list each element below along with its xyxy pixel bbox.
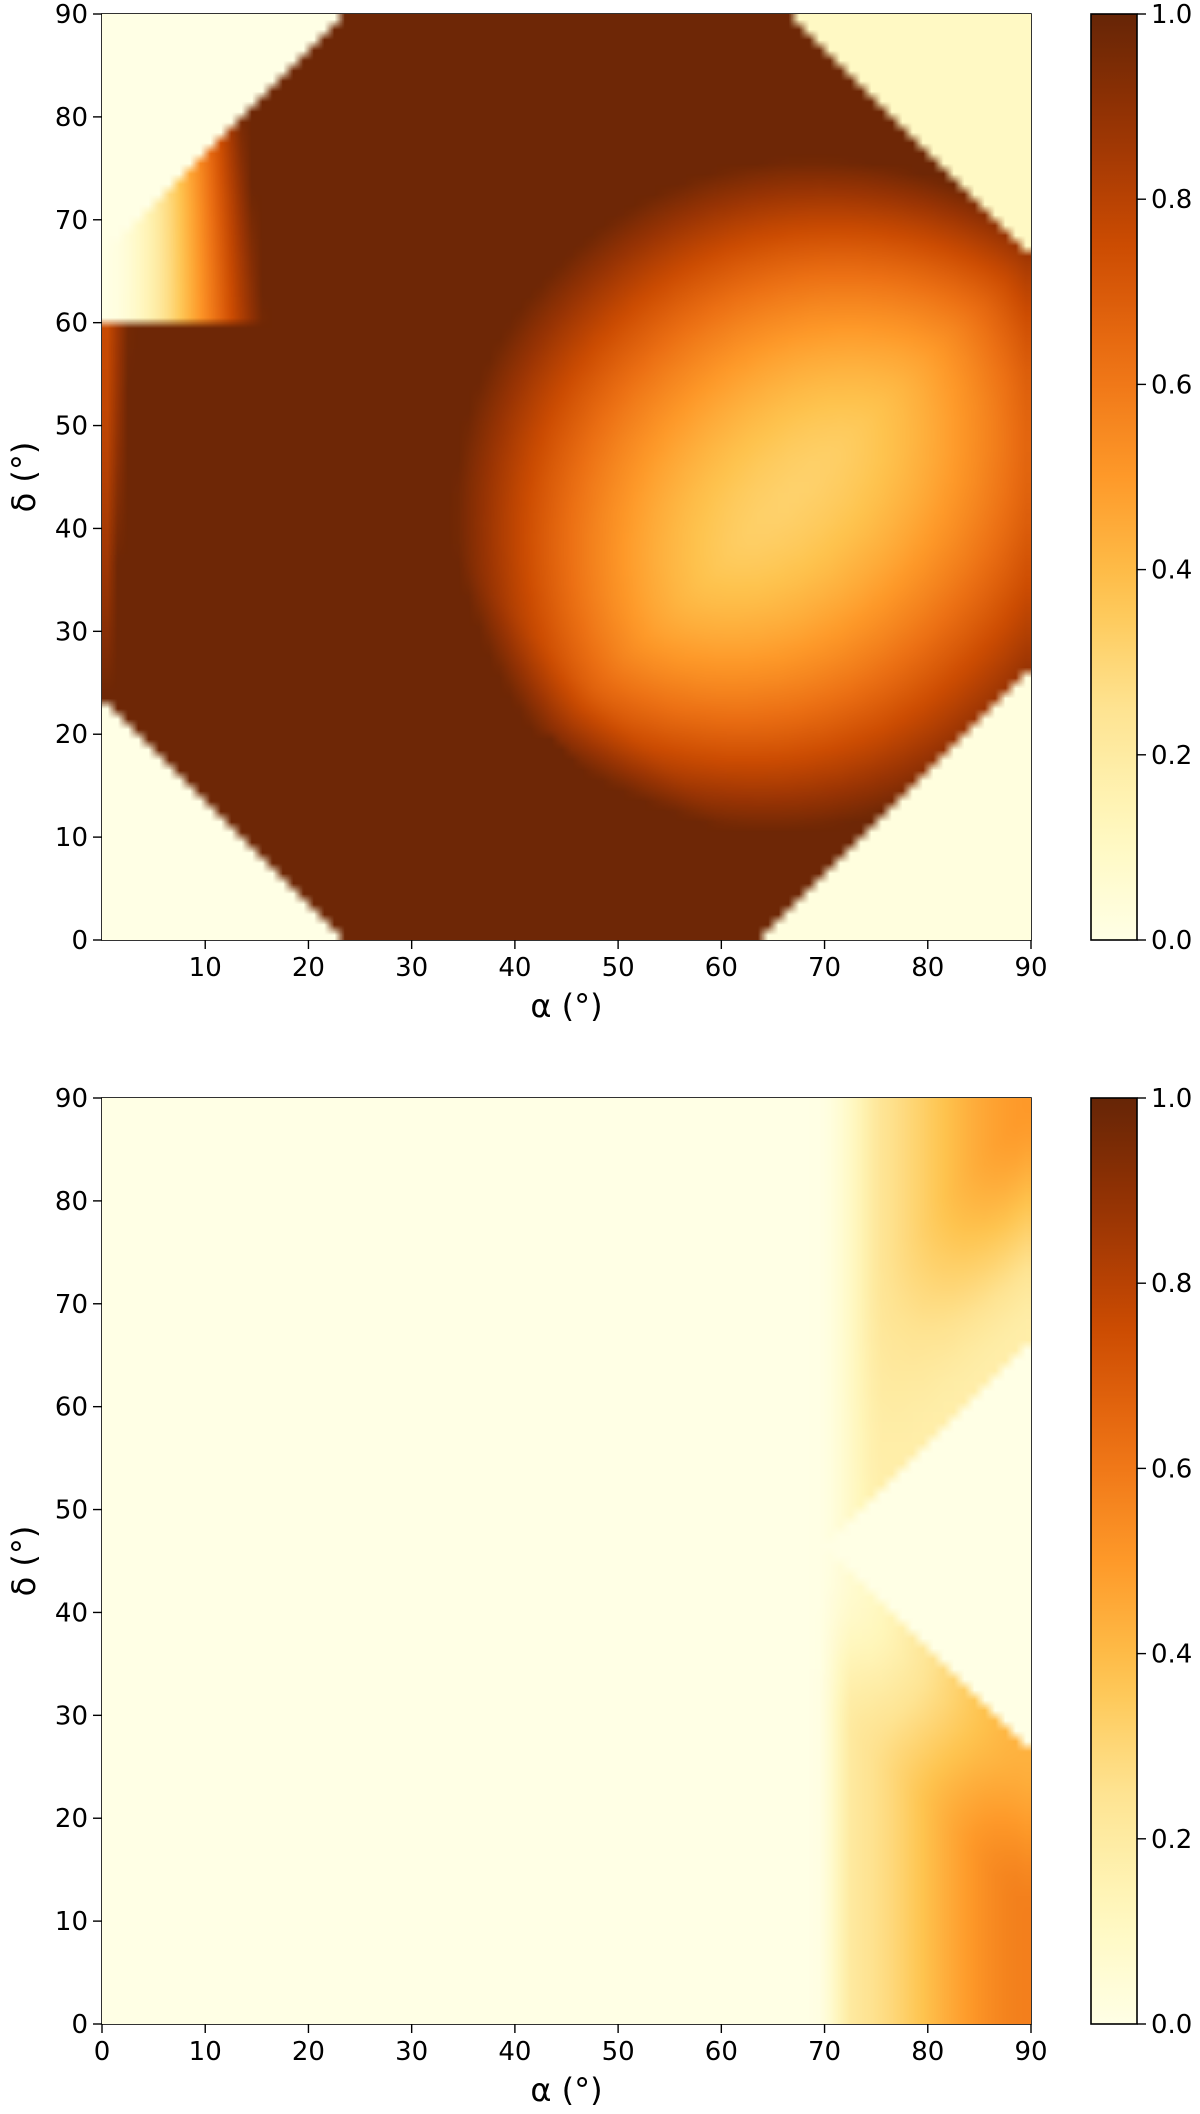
y-tick-label: 70 xyxy=(55,206,88,236)
x-tick-label: 30 xyxy=(395,2037,428,2067)
x-tick-label: 10 xyxy=(189,2037,222,2067)
y-tick-label: 40 xyxy=(55,514,88,544)
y-axis-label: δ (°) xyxy=(5,442,43,513)
x-tick-label: 20 xyxy=(292,2037,325,2067)
y-tick-label: 0 xyxy=(71,926,88,956)
colorbar-tick-label: 0.4 xyxy=(1151,556,1192,586)
y-tick-label: 80 xyxy=(55,1187,88,1217)
y-tick-label: 20 xyxy=(55,1804,88,1834)
x-tick-label: 10 xyxy=(189,953,222,983)
colorbar-tick-label: 1.0 xyxy=(1151,0,1192,30)
y-tick-label: 90 xyxy=(55,1084,88,1114)
x-tick-label: 60 xyxy=(705,2037,738,2067)
colorbar xyxy=(1090,13,1138,941)
x-tick-label: 20 xyxy=(292,953,325,983)
colorbar-tick-label: 0.8 xyxy=(1151,185,1192,215)
x-tick-label: 90 xyxy=(1014,953,1047,983)
colorbar-tick-label: 0.0 xyxy=(1151,926,1192,956)
x-tick-label: 30 xyxy=(395,953,428,983)
x-tick-label: 60 xyxy=(705,953,738,983)
x-tick-label: 0 xyxy=(94,2037,111,2067)
y-tick-label: 30 xyxy=(55,617,88,647)
x-axis-label: α (°) xyxy=(530,987,602,1025)
colorbar xyxy=(1090,1097,1138,2025)
y-tick-label: 70 xyxy=(55,1290,88,1320)
colorbar-tick-label: 0.8 xyxy=(1151,1269,1192,1299)
heatmap-image xyxy=(102,1098,1031,2024)
x-tick-label: 40 xyxy=(498,953,531,983)
colorbar-tick-label: 0.6 xyxy=(1151,1454,1192,1484)
y-tick-label: 80 xyxy=(55,103,88,133)
colorbar-tick-label: 0.2 xyxy=(1151,1825,1192,1855)
y-tick-label: 0 xyxy=(71,2010,88,2040)
colorbar-tick-label: 0.2 xyxy=(1151,741,1192,771)
y-tick-label: 10 xyxy=(55,823,88,853)
colorbar-tick-label: 0.6 xyxy=(1151,370,1192,400)
colorbar-tick-label: 1.0 xyxy=(1151,1084,1192,1114)
y-tick-label: 10 xyxy=(55,1907,88,1937)
x-tick-label: 80 xyxy=(911,2037,944,2067)
y-tick-label: 50 xyxy=(55,1496,88,1526)
x-tick-label: 50 xyxy=(602,2037,635,2067)
x-tick-label: 80 xyxy=(911,953,944,983)
x-axis-label: α (°) xyxy=(530,2071,602,2109)
y-tick-label: 50 xyxy=(55,412,88,442)
chart-panel-2: 0 10 20 30 40 50 60 70 80 90 0 10 20 30 40 50 60 70 80 90 α … xyxy=(5,1084,1192,2109)
y-tick-label: 60 xyxy=(55,309,88,339)
y-tick-label: 40 xyxy=(55,1598,88,1628)
heatmap-image xyxy=(102,14,1031,940)
x-tick-label: 90 xyxy=(1014,2037,1047,2067)
x-tick-label: 40 xyxy=(498,2037,531,2067)
y-tick-label: 20 xyxy=(55,720,88,750)
x-tick-label: 50 xyxy=(602,953,635,983)
y-tick-label: 60 xyxy=(55,1393,88,1423)
colorbar-tick-label: 0.4 xyxy=(1151,1640,1192,1670)
colorbar-tick-label: 0.0 xyxy=(1151,2010,1192,2040)
y-tick-label: 30 xyxy=(55,1701,88,1731)
y-tick-label: 90 xyxy=(55,0,88,30)
x-tick-label: 70 xyxy=(808,2037,841,2067)
x-tick-label: 70 xyxy=(808,953,841,983)
y-axis-label: δ (°) xyxy=(5,1526,43,1597)
